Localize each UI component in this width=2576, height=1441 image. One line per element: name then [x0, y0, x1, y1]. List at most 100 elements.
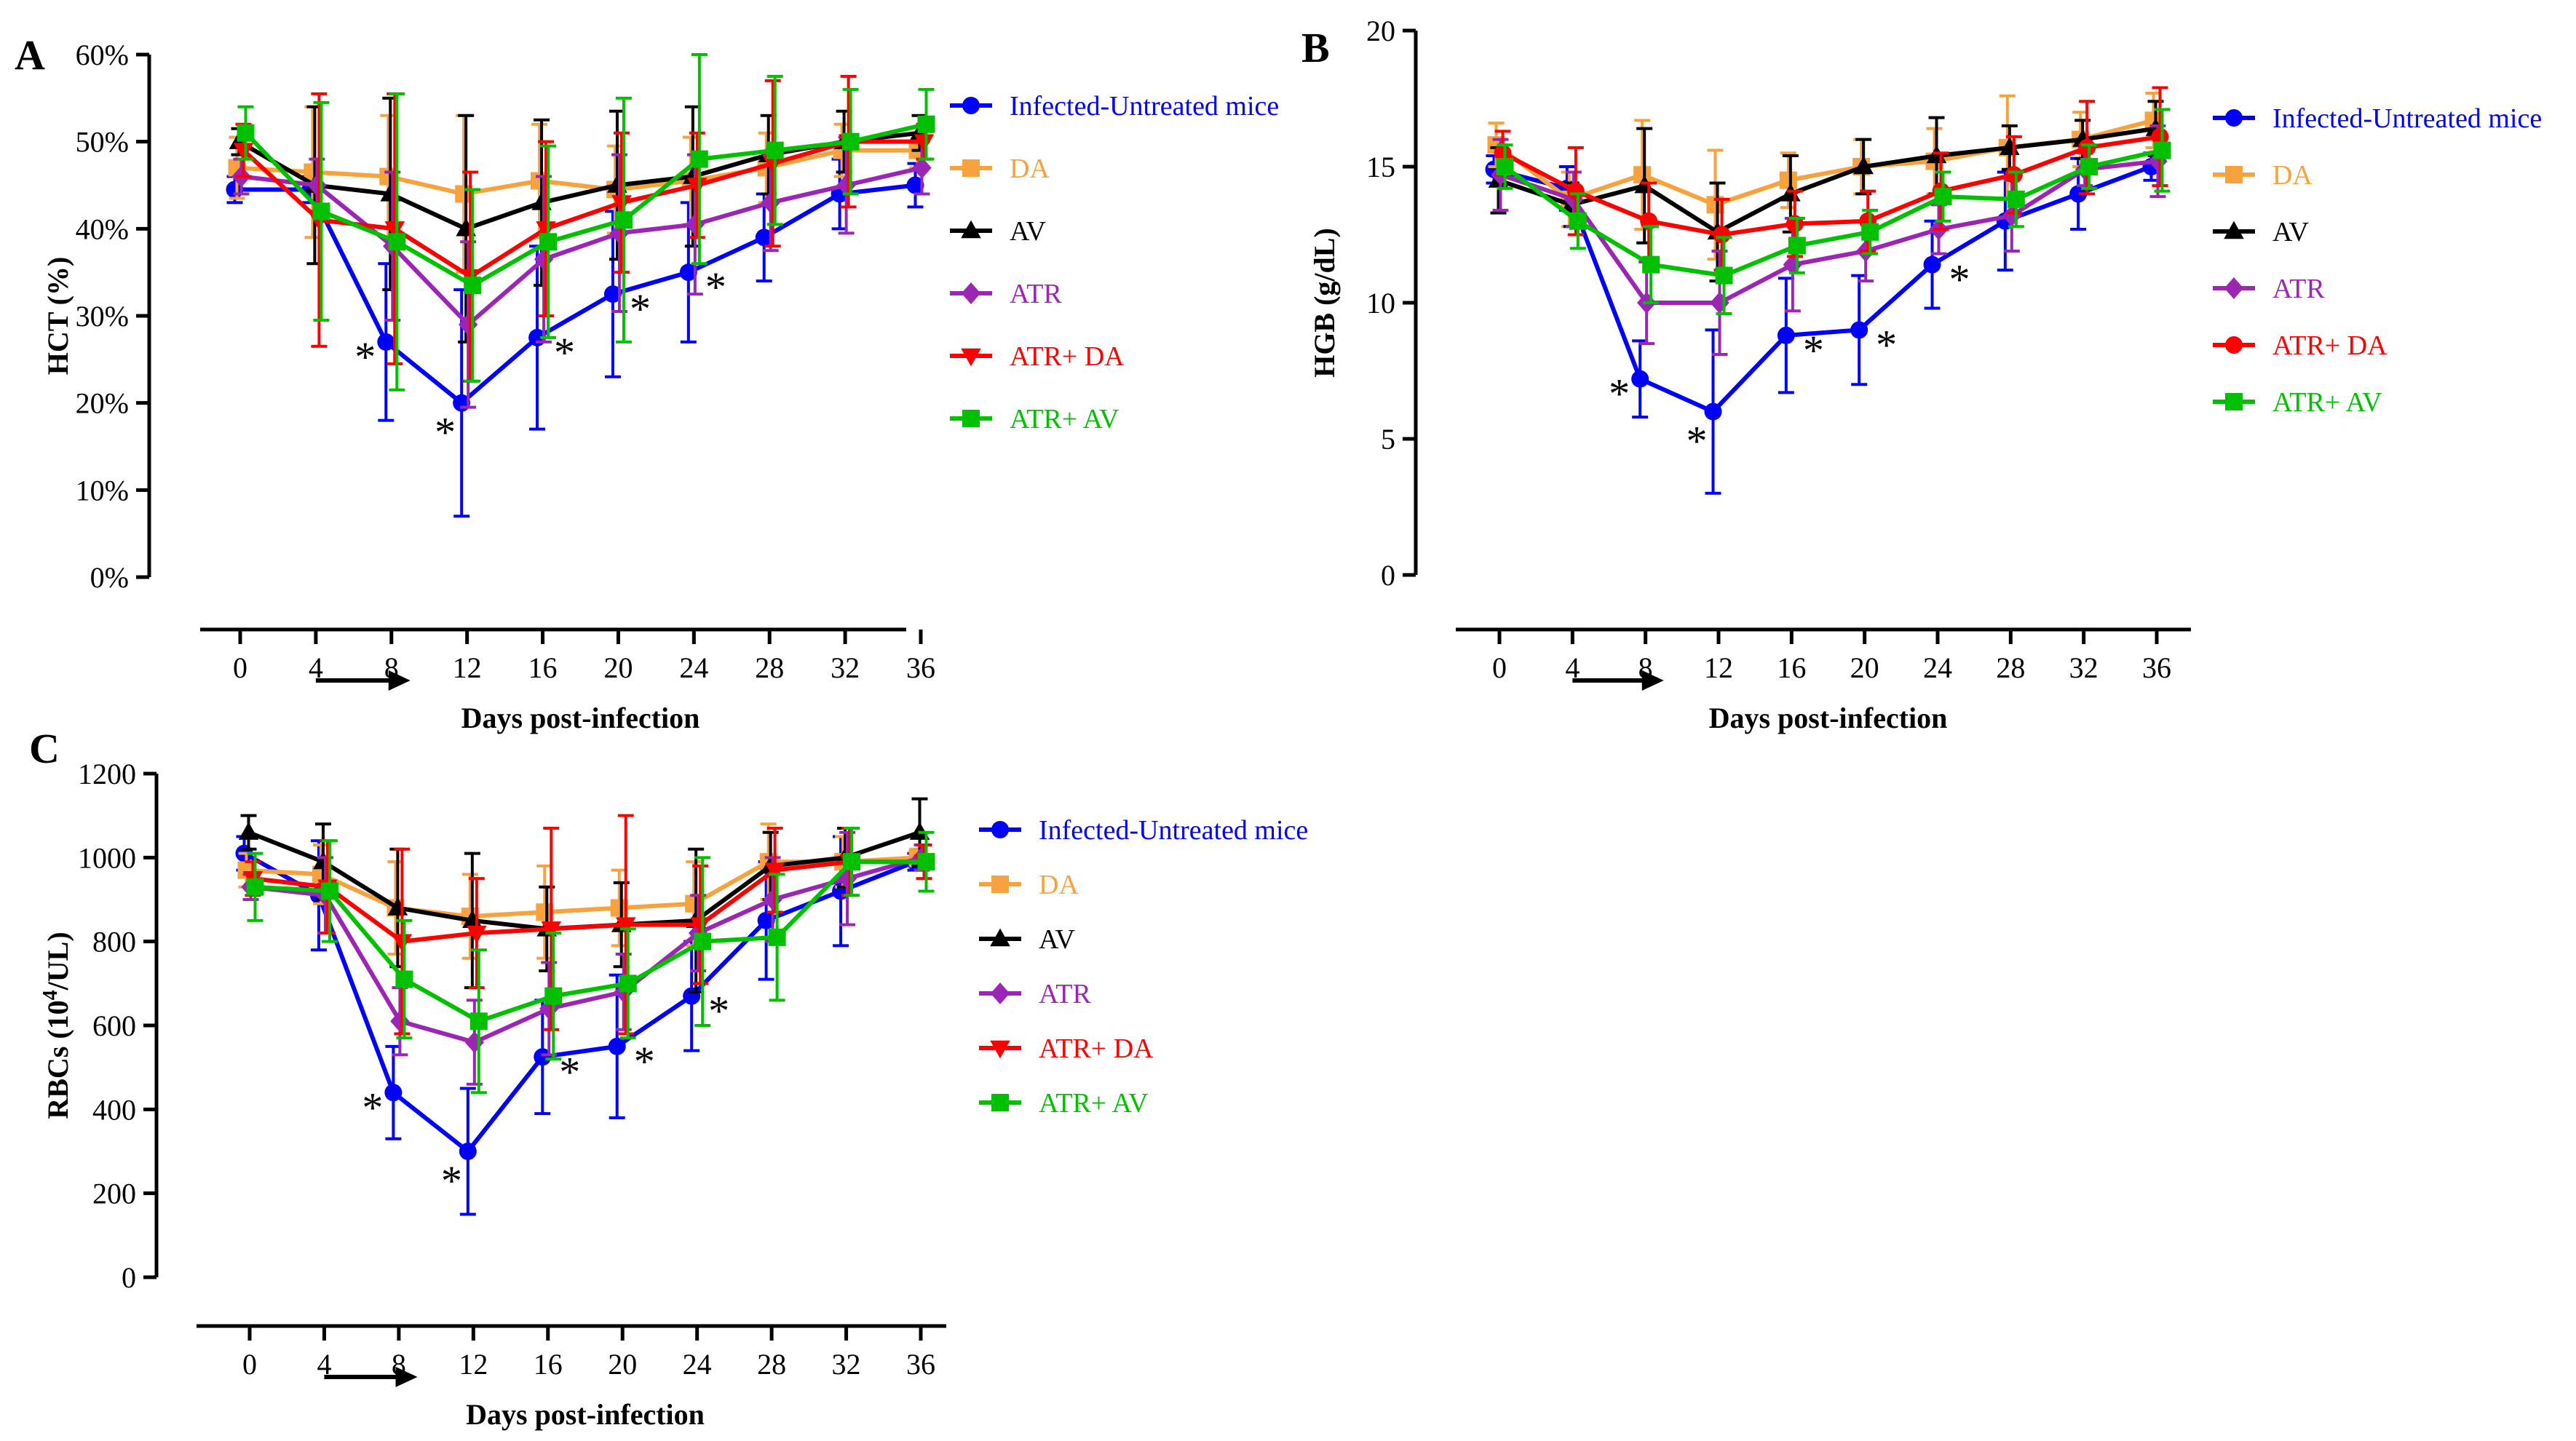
data-point [843, 853, 861, 871]
data-point [2005, 166, 2023, 184]
significance-marker: * [354, 333, 376, 381]
legend-label: AV [2272, 217, 2310, 247]
chart-panel-a: A0%10%20%30%40%50%60%HCT (%)0 4 8 12 16 20 24 2… [15, 31, 1279, 734]
data-point [384, 221, 405, 239]
data-point [2151, 127, 2169, 146]
y-tick-label: 600 [92, 1009, 136, 1042]
y-tick-label: 1000 [78, 841, 136, 874]
significance-marker: * [554, 329, 575, 376]
series-line [1499, 159, 2158, 305]
data-point [836, 174, 856, 196]
y-tick-label: 30% [76, 300, 129, 333]
y-tick-label: 50% [76, 126, 129, 159]
y-axis-title: HGB (g/dL) [1308, 228, 1341, 378]
data-point [377, 333, 395, 351]
data-point [619, 974, 637, 993]
series-line [253, 860, 924, 944]
y-tick-label: 60% [76, 39, 129, 71]
series-line [1494, 118, 2155, 207]
legend-swatch-marker [991, 1094, 1009, 1111]
series-atr-av [1496, 108, 2171, 315]
series-da [1487, 92, 2163, 261]
series-line [241, 165, 923, 328]
x-tick-label: 20 [1850, 651, 1879, 684]
legend-swatch-marker [2225, 336, 2243, 354]
data-point [464, 277, 482, 295]
y-tick-label: 0 [1381, 559, 1395, 592]
x-tick-label: 36 [906, 1348, 935, 1381]
legend-label: ATR+ DA [1010, 341, 1125, 372]
data-point [762, 156, 783, 174]
data-point [541, 921, 562, 940]
significance-marker: * [708, 988, 729, 1035]
series-infected-untreated-mice [1485, 151, 2160, 495]
data-point [1861, 223, 1879, 241]
x-tick-label: 4 [309, 651, 323, 684]
data-point [467, 925, 487, 944]
data-point [687, 178, 708, 196]
x-tick-label: 36 [906, 651, 935, 684]
y-tick-label: 20% [76, 387, 129, 420]
x-tick-label: 0 [233, 651, 247, 684]
legend-label: DA [1010, 154, 1050, 184]
y-tick-label: 200 [92, 1178, 136, 1210]
x-tick-label: 32 [2069, 651, 2099, 684]
legend-label: ATR+ AV [1010, 404, 1119, 434]
y-axis-title-unit: /UL) [41, 932, 74, 991]
treatment-arrow-head [395, 1367, 418, 1387]
data-point [2007, 190, 2025, 208]
legend-swatch-marker [2225, 109, 2243, 127]
legend-label: ATR+ DA [1039, 1033, 1154, 1064]
data-point [2078, 138, 2096, 156]
data-point [764, 862, 785, 881]
y-tick-label: 10% [76, 474, 129, 507]
x-tick-label: 12 [459, 1348, 488, 1381]
significance-marker: * [1803, 327, 1824, 374]
legend-label: AV [1010, 216, 1047, 247]
y-tick-label: 0% [90, 561, 129, 594]
x-tick-label: 24 [679, 651, 708, 684]
series-atr-av [246, 826, 935, 1095]
data-point [603, 285, 622, 303]
data-point [312, 202, 330, 221]
series-line [1497, 126, 2156, 235]
treatment-arrow-head [1641, 670, 1664, 691]
data-point [1850, 321, 1868, 339]
data-point [539, 997, 559, 1020]
series-line [244, 122, 927, 288]
data-point [320, 882, 338, 900]
legend-swatch-marker [991, 821, 1009, 838]
data-point [755, 229, 773, 247]
data-point [1631, 370, 1649, 388]
y-tick-label: 15 [1366, 151, 1395, 183]
data-point [909, 822, 930, 840]
x-axis-title: Days post-infection [461, 702, 700, 734]
data-point [912, 156, 932, 179]
data-point [1777, 326, 1795, 344]
series-line [1503, 148, 2163, 278]
data-point [615, 917, 636, 935]
y-axis-title: RBCs (104/UL) [39, 932, 75, 1119]
significance-marker: * [435, 409, 456, 456]
series-atr [231, 135, 932, 409]
data-point [459, 1143, 477, 1160]
data-point [690, 150, 708, 168]
data-point [1788, 237, 1806, 255]
series-line [1502, 134, 2160, 237]
legend-label: ATR+ AV [2272, 387, 2382, 418]
x-tick-label: 24 [683, 1348, 712, 1381]
data-point [238, 822, 259, 840]
data-point [683, 987, 701, 1005]
y-tick-label: 20 [1366, 15, 1395, 47]
data-point [1779, 171, 1797, 189]
data-point [2080, 158, 2099, 175]
x-tick-label: 4 [1565, 651, 1580, 684]
data-point [1710, 292, 1729, 314]
legend-label: Infected-Untreated mice [1010, 91, 1279, 122]
data-point [1923, 255, 1941, 274]
legend-swatch-marker [990, 982, 1010, 1004]
panel-label: B [1301, 24, 1330, 71]
data-point [1496, 158, 1514, 175]
